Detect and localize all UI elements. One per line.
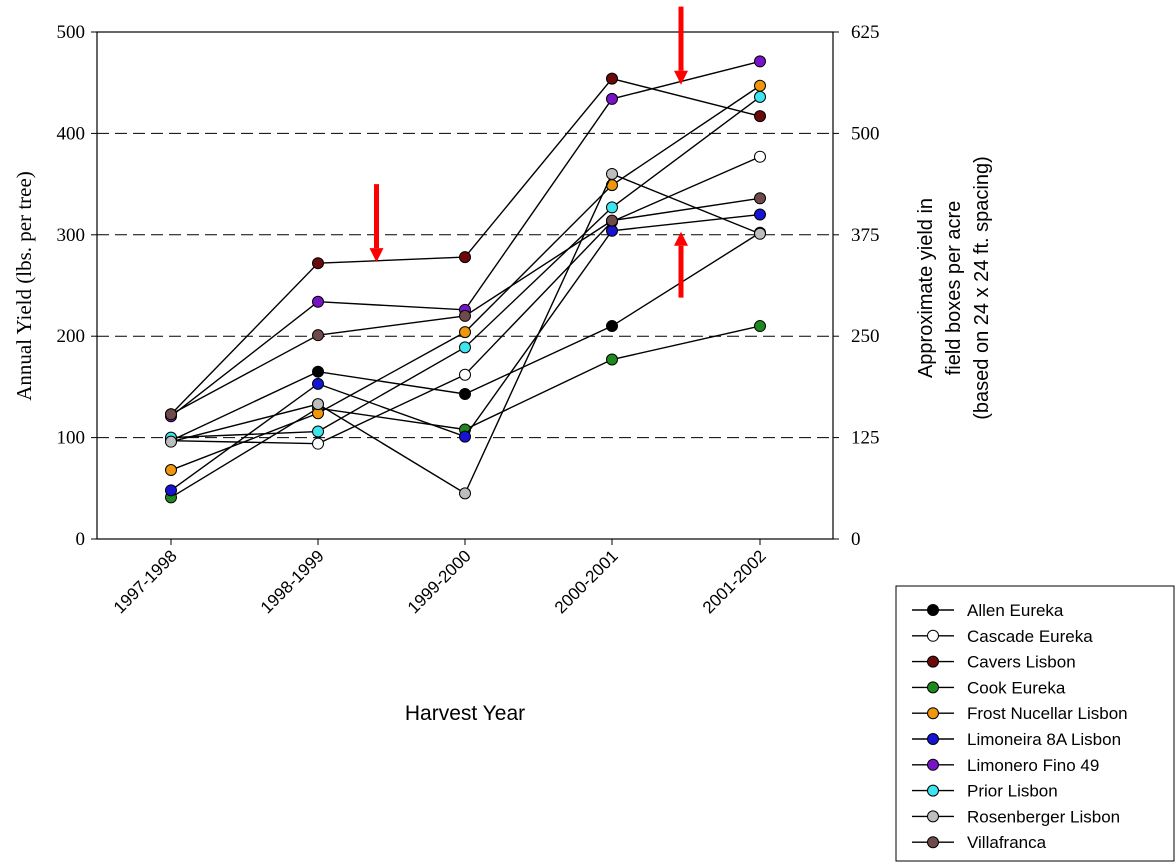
data-point-cavers-lisbon	[754, 110, 766, 123]
data-point-limonero-fino-49	[312, 295, 324, 308]
data-point-rosenberger-lisbon	[165, 435, 177, 448]
red-arrow-head	[674, 231, 688, 246]
legend-marker-villafranca	[927, 836, 939, 849]
data-point-limoneira-8a-lisbon	[312, 377, 324, 390]
legend-label-rosenberger-lisbon: Rosenberger Lisbon	[967, 807, 1120, 826]
series-line-cavers-lisbon	[170, 77, 761, 415]
right-axis-label: Approximate yield in field boxes per acr…	[915, 156, 993, 420]
red-arrow-head	[369, 248, 384, 263]
x-axis-ticks: 1997-1998 1998-1999 1999-2000 2000-2001 2001…	[110, 539, 770, 617]
legend-marker-rosenberger-lisbon	[927, 810, 939, 823]
data-point-villafranca	[459, 309, 471, 322]
data-point-cavers-lisbon	[459, 251, 471, 264]
data-point-rosenberger-lisbon	[459, 487, 471, 500]
legend-box	[895, 585, 1175, 862]
data-point-cook-eureka	[606, 353, 618, 366]
legend-label-allen-eureka: Allen Eureka	[967, 601, 1064, 620]
x-tick-label: 1999-2000	[404, 546, 475, 617]
legend-marker-allen-eureka	[927, 604, 939, 616]
data-point-rosenberger-lisbon	[754, 227, 766, 240]
data-point-limoneira-8a-lisbon	[165, 484, 177, 497]
y2-tick-label: 250	[851, 326, 880, 347]
right-axis-label-line3: (based on 24 x 24 ft. spacing)	[971, 156, 993, 420]
legend-marker-cascade-eureka	[927, 629, 939, 642]
left-axis-ticks: 0 100 200 300 400 500	[57, 22, 97, 550]
red-arrow-head	[674, 70, 688, 85]
legend-label-cascade-eureka: Cascade Eureka	[967, 627, 1093, 646]
x-tick-label: 2001-2002	[699, 546, 770, 617]
data-point-villafranca	[754, 192, 766, 205]
x-tick-label: 1998-1999	[257, 546, 328, 617]
data-point-limoneira-8a-lisbon	[606, 224, 618, 237]
series-line-prior-lisbon	[170, 96, 761, 439]
data-point-cascade-eureka	[459, 368, 471, 381]
legend-label-prior-lisbon: Prior Lisbon	[967, 782, 1058, 801]
legend: Allen Eureka Cascade Eureka Cavers Lisbon C…	[912, 601, 1128, 852]
data-point-villafranca	[606, 214, 618, 227]
data-point-limonero-fino-49	[754, 55, 766, 68]
data-point-rosenberger-lisbon	[312, 398, 324, 411]
data-point-prior-lisbon	[459, 341, 471, 354]
data-point-cook-eureka	[754, 320, 766, 333]
y-tick-label: 100	[57, 428, 86, 449]
series-line-frost-nucellar-lisbon	[170, 85, 761, 471]
series-lines	[165, 55, 766, 504]
legend-marker-cook-eureka	[927, 681, 939, 694]
x-tick-label: 2000-2001	[551, 546, 622, 617]
data-point-cavers-lisbon	[312, 257, 324, 270]
legend-label-cavers-lisbon: Cavers Lisbon	[967, 653, 1076, 672]
data-point-frost-nucellar-lisbon	[459, 326, 471, 339]
right-axis-label-line2: field boxes per acre	[943, 201, 965, 376]
legend-marker-limoneira-8a-lisbon	[927, 733, 939, 745]
plot-frame	[96, 31, 834, 540]
y2-tick-label: 125	[851, 428, 880, 449]
data-point-rosenberger-lisbon	[606, 167, 618, 180]
data-point-limonero-fino-49	[606, 92, 618, 105]
data-point-limoneira-8a-lisbon	[754, 208, 766, 221]
legend-label-frost-nucellar-lisbon: Frost Nucellar Lisbon	[967, 704, 1128, 723]
y-tick-label: 300	[57, 225, 86, 246]
legend-label-limoneira-8a-lisbon: Limoneira 8A Lisbon	[967, 730, 1121, 749]
series-line-cascade-eureka	[170, 156, 761, 445]
y2-tick-label: 500	[851, 123, 880, 144]
x-axis-label: Harvest Year	[405, 702, 525, 725]
x-tick-label: 1997-1998	[110, 546, 181, 617]
legend-label-villafranca: Villafranca	[967, 833, 1047, 852]
data-point-allen-eureka	[459, 387, 471, 400]
data-point-prior-lisbon	[606, 201, 618, 214]
y-axis-label: Annual Yield (lbs. per tree)	[12, 171, 36, 401]
y-tick-label: 0	[76, 529, 86, 550]
legend-marker-prior-lisbon	[927, 784, 939, 797]
series-line-limonero-fino-49	[170, 60, 761, 417]
y-tick-label: 400	[57, 123, 86, 144]
annotation-arrows	[369, 6, 688, 298]
data-point-prior-lisbon	[312, 425, 324, 438]
right-axis-ticks: 0 125 250 375 500 625	[833, 22, 880, 550]
data-point-cascade-eureka	[312, 437, 324, 450]
data-point-villafranca	[312, 329, 324, 342]
y-tick-label: 200	[57, 326, 86, 347]
legend-label-cook-eureka: Cook Eureka	[967, 678, 1066, 697]
data-point-villafranca	[165, 408, 177, 421]
data-point-allen-eureka	[312, 365, 324, 378]
legend-label-limonero-fino-49: Limonero Fino 49	[967, 756, 1099, 775]
legend-marker-frost-nucellar-lisbon	[927, 707, 939, 720]
data-point-prior-lisbon	[754, 90, 766, 103]
legend-marker-limonero-fino-49	[927, 758, 939, 771]
y2-tick-label: 625	[851, 22, 880, 43]
legend-marker-cavers-lisbon	[927, 655, 939, 668]
data-point-frost-nucellar-lisbon	[754, 79, 766, 92]
data-point-allen-eureka	[606, 320, 618, 333]
y2-tick-label: 0	[851, 529, 861, 550]
y-tick-label: 500	[57, 22, 86, 43]
data-point-frost-nucellar-lisbon	[165, 464, 177, 477]
y2-tick-label: 375	[851, 225, 880, 246]
data-point-cascade-eureka	[754, 150, 766, 163]
data-point-limoneira-8a-lisbon	[459, 430, 471, 443]
right-axis-label-line1: Approximate yield in	[915, 198, 937, 378]
data-point-cavers-lisbon	[606, 72, 618, 85]
